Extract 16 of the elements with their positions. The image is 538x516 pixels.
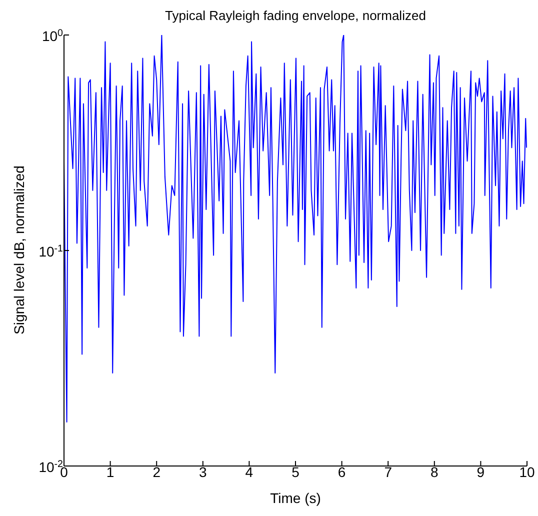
x-tick-label: 5 xyxy=(292,464,300,480)
line-series xyxy=(64,35,527,423)
chart-title: Typical Rayleigh fading envelope, normalized xyxy=(164,8,427,23)
x-tick-label: 7 xyxy=(384,464,392,480)
x-tick-label: 3 xyxy=(199,464,207,480)
x-tick-label: 1 xyxy=(106,464,114,480)
x-tick-label: 8 xyxy=(430,464,438,480)
y-tick-label: 10$^{-1}$ xyxy=(38,243,63,260)
x-tick-label: 2 xyxy=(152,464,161,480)
y-axis-title: Signal level dB, normalized xyxy=(11,166,27,334)
x-tick-label: 6 xyxy=(338,464,346,480)
x-axis-title: Time (s) xyxy=(269,490,322,506)
x-tick-label: 4 xyxy=(245,464,254,480)
x-tick-label: 10 xyxy=(519,464,535,480)
y-tick-label: 10$^{0}$ xyxy=(42,28,64,44)
x-tick-label: 9 xyxy=(476,464,485,480)
